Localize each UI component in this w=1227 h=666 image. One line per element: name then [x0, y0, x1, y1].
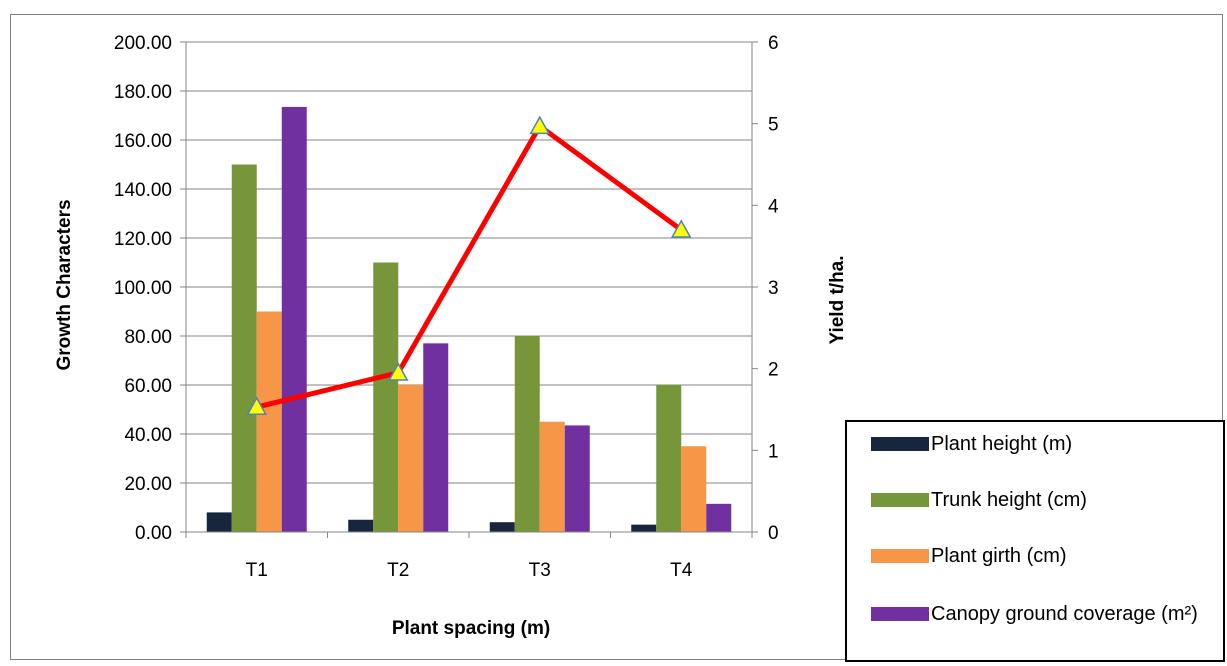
- legend-label: Plant height (m): [931, 433, 1073, 455]
- y2-tick-label: 1: [768, 441, 779, 462]
- bar-t1-series-3: [256, 311, 282, 532]
- y2-tick-label: 2: [768, 360, 779, 381]
- legend-swatch-trunk-height: [871, 493, 929, 507]
- chart-frame: [10, 14, 1223, 660]
- y2-tick-label: 4: [768, 196, 779, 217]
- bars: [206, 106, 732, 533]
- bar-t3-series-4: [564, 425, 590, 532]
- bar-t3-series-2: [514, 336, 540, 532]
- bar-t4-series-1: [631, 524, 657, 532]
- bar-t2-series-1: [348, 519, 374, 532]
- bar-t3-series-1: [489, 522, 515, 532]
- y-tick-label: 140.00: [114, 180, 172, 201]
- y2-tick-label: 5: [768, 115, 779, 136]
- yield-marker-t3: [529, 115, 551, 135]
- y-tick-label: 80.00: [124, 327, 172, 348]
- bar-t2-series-3: [398, 385, 424, 532]
- legend: Plant height (m) Trunk height (cm) Plant…: [845, 420, 1225, 662]
- bar-t4-series-4: [706, 503, 732, 532]
- x-tick-label: T2: [387, 560, 409, 581]
- x-axis-label: Plant spacing (m): [392, 618, 550, 639]
- y2-tick-label: 3: [768, 278, 779, 299]
- y2-tick-label: 0: [768, 523, 779, 544]
- bar-t2-series-2: [373, 262, 399, 532]
- y2-axis-label: Yield t/ha.: [827, 255, 848, 344]
- yield-marker-t4: [670, 219, 692, 238]
- y-tick-label: 20.00: [124, 474, 172, 495]
- yield-line-path: [256, 123, 683, 410]
- y-axis-label: Growth Characters: [54, 199, 75, 370]
- y-tick-label: 100.00: [114, 278, 172, 299]
- yield-line: [246, 115, 692, 415]
- y-tick-label: 160.00: [114, 131, 172, 152]
- legend-swatch-plant-height: [871, 437, 929, 451]
- axes: 0.00 20.00 40.00 60.00 80.00 100.00 120.00 140.…: [114, 33, 779, 581]
- bar-t1-series-4: [281, 106, 307, 533]
- bar-t2-series-4: [423, 343, 449, 532]
- legend-label: Trunk height (cm): [931, 489, 1087, 511]
- x-tick-label: T4: [670, 560, 693, 581]
- y-tick-label: 40.00: [124, 425, 172, 446]
- legend-swatch-plant-girth: [871, 549, 929, 563]
- legend-label: Canopy ground coverage (m²): [931, 603, 1198, 625]
- y-tick-label: 180.00: [114, 82, 172, 103]
- y2-tick-label: 6: [768, 33, 779, 54]
- legend-label: Plant girth (cm): [931, 545, 1067, 567]
- bar-t4-series-2: [656, 385, 682, 532]
- legend-swatch-canopy: [871, 607, 929, 621]
- bar-t4-series-3: [681, 446, 707, 532]
- yield-marker-t2: [387, 362, 409, 381]
- y-tick-label: 120.00: [114, 229, 172, 250]
- yield-marker-t1: [246, 396, 268, 415]
- x-tick-label: T1: [246, 560, 268, 581]
- bar-t1-series-2: [231, 164, 257, 532]
- bar-t1-series-1: [206, 512, 232, 532]
- y-tick-label: 200.00: [114, 33, 172, 54]
- bar-t3-series-3: [539, 421, 565, 532]
- y-tick-label: 60.00: [124, 376, 172, 397]
- y-tick-label: 0.00: [135, 523, 172, 544]
- x-tick-label: T3: [529, 560, 551, 581]
